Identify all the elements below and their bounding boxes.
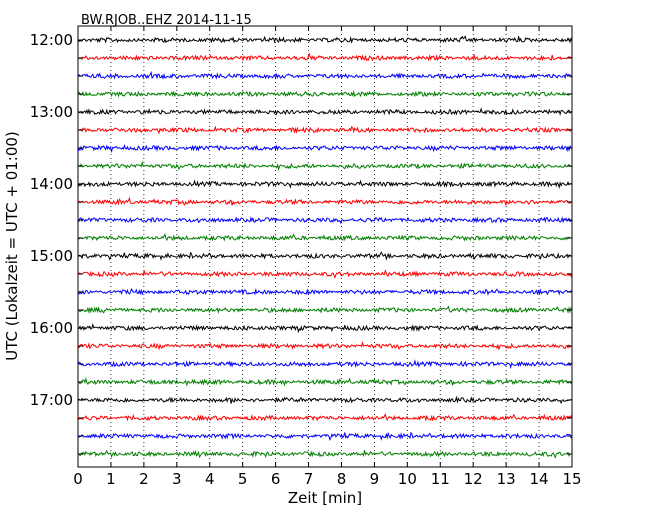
y-tick-label: 17:00 xyxy=(30,391,73,409)
x-tick-label: 6 xyxy=(271,470,281,488)
y-tick-label: 14:00 xyxy=(30,175,73,193)
trace-1700 xyxy=(77,395,573,405)
x-tick-label: 13 xyxy=(497,470,516,488)
x-tick-label: 10 xyxy=(398,470,417,488)
x-tick-label: 11 xyxy=(431,470,450,488)
chart-title: BW.RJOB..EHZ 2014-11-15 xyxy=(81,13,252,28)
x-tick-label: 8 xyxy=(337,470,347,488)
axis-ticks xyxy=(77,26,573,467)
trace-1545 xyxy=(77,305,573,315)
trace-1345 xyxy=(77,160,573,172)
trace-1315 xyxy=(77,125,573,135)
x-tick-label: 7 xyxy=(304,470,314,488)
trace-1415 xyxy=(77,196,573,206)
x-tick-label: 0 xyxy=(73,470,83,488)
trace-1730 xyxy=(77,431,573,442)
traces xyxy=(77,35,573,459)
x-tick-label: 9 xyxy=(370,470,380,488)
trace-1500 xyxy=(77,251,573,261)
x-axis-label: Zeit [min] xyxy=(288,489,362,507)
grid-lines xyxy=(110,26,540,467)
trace-1300 xyxy=(77,107,573,117)
trace-1230 xyxy=(77,70,573,80)
trace-1245 xyxy=(77,90,573,98)
x-tick-label: 4 xyxy=(205,470,215,488)
trace-1645 xyxy=(77,376,573,387)
trace-1330 xyxy=(77,143,573,154)
trace-1430 xyxy=(77,216,573,225)
trace-1715 xyxy=(77,413,573,422)
x-tick-labels: 0 1 2 3 4 5 6 7 8 9 10 11 12 13 14 15 xyxy=(73,470,581,488)
trace-1745 xyxy=(77,449,573,459)
trace-1200 xyxy=(77,35,573,44)
trace-1445 xyxy=(77,233,573,242)
y-tick-labels: 12:00 13:00 14:00 15:00 16:00 17:00 xyxy=(30,31,73,409)
y-tick-label: 13:00 xyxy=(30,103,73,121)
x-tick-label: 15 xyxy=(562,470,581,488)
x-tick-label: 2 xyxy=(139,470,149,488)
x-tick-label: 14 xyxy=(530,470,549,488)
trace-1615 xyxy=(77,340,573,351)
trace-1215 xyxy=(77,52,573,62)
trace-1400 xyxy=(77,179,573,190)
trace-1630 xyxy=(77,359,573,370)
x-tick-label: 3 xyxy=(172,470,182,488)
y-axis-label: UTC (Lokalzeit = UTC + 01:00) xyxy=(3,131,21,361)
plot-frame xyxy=(77,25,573,468)
trace-1515 xyxy=(77,269,573,279)
y-tick-label: 15:00 xyxy=(30,247,73,265)
trace-1530 xyxy=(77,287,573,296)
x-tick-label: 12 xyxy=(464,470,483,488)
x-tick-label: 5 xyxy=(238,470,248,488)
y-tick-label: 16:00 xyxy=(30,319,73,337)
y-tick-label: 12:00 xyxy=(30,31,73,49)
x-tick-label: 1 xyxy=(106,470,116,488)
trace-1600 xyxy=(78,322,573,334)
